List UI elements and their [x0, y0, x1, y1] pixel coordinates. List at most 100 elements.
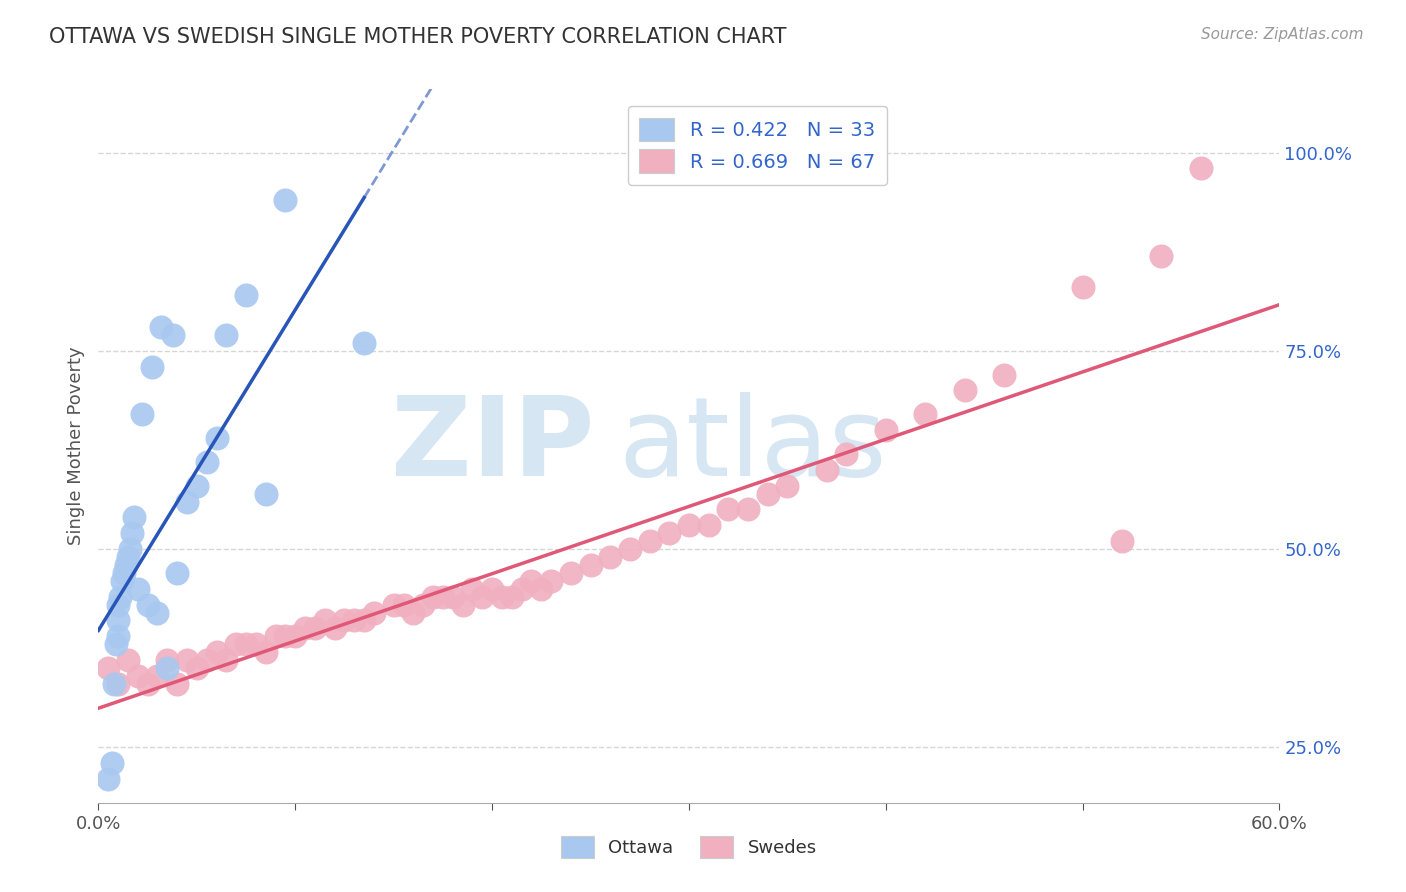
Point — [481, 582, 503, 596]
Point — [560, 566, 582, 580]
Point — [150, 320, 173, 334]
Point — [215, 653, 238, 667]
Point — [284, 629, 307, 643]
Point — [382, 598, 405, 612]
Point — [235, 637, 257, 651]
Point — [412, 598, 434, 612]
Text: atlas: atlas — [619, 392, 887, 500]
Point — [235, 288, 257, 302]
Point — [599, 549, 621, 564]
Point — [112, 566, 135, 580]
Point — [451, 598, 474, 612]
Point — [111, 574, 134, 588]
Point — [1150, 249, 1173, 263]
Point — [107, 677, 129, 691]
Point — [141, 359, 163, 374]
Point — [136, 598, 159, 612]
Point — [353, 335, 375, 350]
Point — [333, 614, 356, 628]
Point — [392, 598, 415, 612]
Point — [510, 582, 533, 596]
Point — [121, 526, 143, 541]
Point — [245, 637, 267, 651]
Point — [254, 486, 277, 500]
Point — [156, 661, 179, 675]
Point — [993, 368, 1015, 382]
Point — [195, 653, 218, 667]
Point — [835, 447, 858, 461]
Point — [363, 606, 385, 620]
Point — [176, 653, 198, 667]
Point — [186, 478, 208, 492]
Point — [105, 637, 128, 651]
Point — [156, 653, 179, 667]
Point — [162, 328, 184, 343]
Point — [619, 542, 641, 557]
Legend: Ottawa, Swedes: Ottawa, Swedes — [554, 829, 824, 865]
Point — [422, 590, 444, 604]
Point — [501, 590, 523, 604]
Point — [1071, 280, 1094, 294]
Point — [432, 590, 454, 604]
Point — [122, 510, 145, 524]
Point — [697, 518, 720, 533]
Point — [108, 590, 131, 604]
Point — [205, 645, 228, 659]
Text: Source: ZipAtlas.com: Source: ZipAtlas.com — [1201, 27, 1364, 42]
Point — [225, 637, 247, 651]
Text: OTTAWA VS SWEDISH SINGLE MOTHER POVERTY CORRELATION CHART: OTTAWA VS SWEDISH SINGLE MOTHER POVERTY … — [49, 27, 787, 46]
Point — [274, 193, 297, 207]
Point — [776, 478, 799, 492]
Point — [304, 621, 326, 635]
Point — [678, 518, 700, 533]
Point — [737, 502, 759, 516]
Point — [441, 590, 464, 604]
Point — [107, 629, 129, 643]
Point — [146, 669, 169, 683]
Point — [274, 629, 297, 643]
Point — [402, 606, 425, 620]
Point — [136, 677, 159, 691]
Point — [914, 407, 936, 421]
Point — [117, 653, 139, 667]
Point — [131, 407, 153, 421]
Point — [107, 598, 129, 612]
Point — [353, 614, 375, 628]
Point — [579, 558, 602, 572]
Point — [127, 582, 149, 596]
Point — [343, 614, 366, 628]
Point — [195, 455, 218, 469]
Text: ZIP: ZIP — [391, 392, 595, 500]
Point — [254, 645, 277, 659]
Point — [176, 494, 198, 508]
Point — [314, 614, 336, 628]
Point — [471, 590, 494, 604]
Point — [264, 629, 287, 643]
Point — [638, 534, 661, 549]
Point — [815, 463, 838, 477]
Point — [97, 661, 120, 675]
Point — [1189, 161, 1212, 176]
Point — [875, 423, 897, 437]
Point — [461, 582, 484, 596]
Point — [127, 669, 149, 683]
Point — [953, 384, 976, 398]
Point — [146, 606, 169, 620]
Point — [520, 574, 543, 588]
Point — [103, 677, 125, 691]
Point — [118, 542, 141, 557]
Point — [540, 574, 562, 588]
Point — [215, 328, 238, 343]
Point — [166, 677, 188, 691]
Point — [101, 756, 124, 771]
Point — [117, 549, 139, 564]
Point — [530, 582, 553, 596]
Point — [97, 772, 120, 786]
Point — [756, 486, 779, 500]
Point — [658, 526, 681, 541]
Point — [186, 661, 208, 675]
Point — [294, 621, 316, 635]
Point — [323, 621, 346, 635]
Point — [1111, 534, 1133, 549]
Point — [166, 566, 188, 580]
